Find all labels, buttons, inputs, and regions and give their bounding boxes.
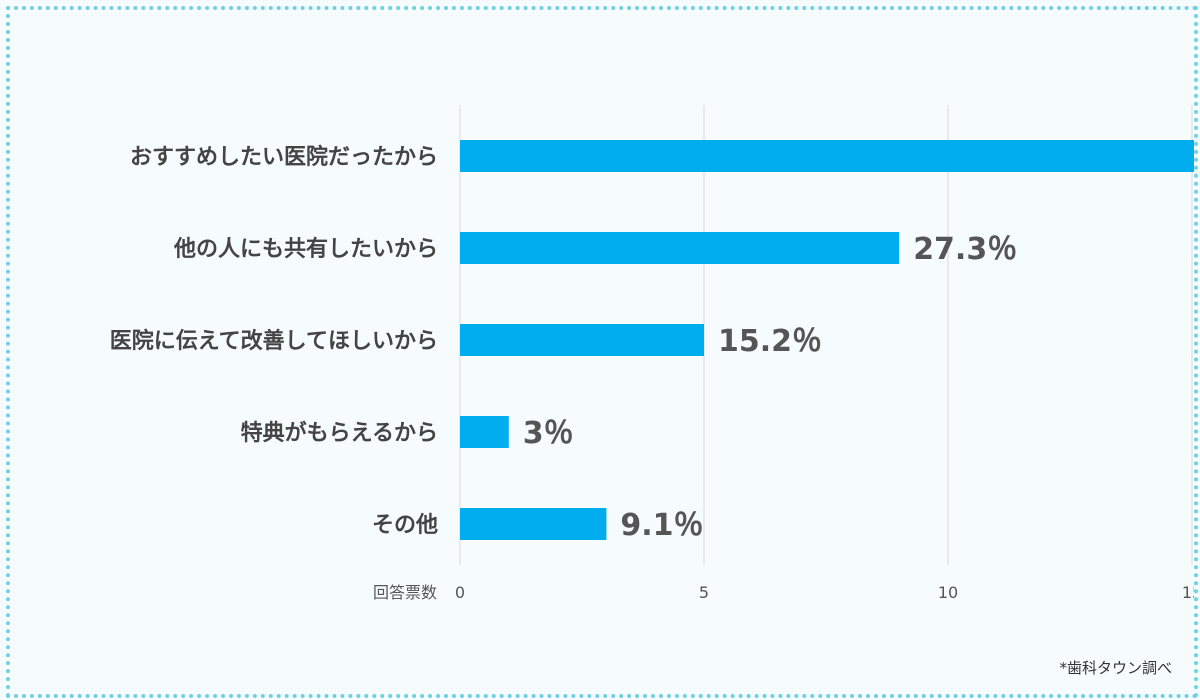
x-tick-label-5: 5 (699, 583, 709, 602)
category-label-4: 特典がもらえるから (241, 420, 438, 446)
bar-1 (460, 140, 1194, 172)
source-note: *歯科タウン調べ (1059, 659, 1172, 677)
chart-frame: おすすめしたい医院だったから他の人にも共有したいから医院に伝えて改善してほしいか… (6, 6, 1198, 698)
bar-4 (460, 416, 509, 448)
x-tick-labels: 0510152025 (455, 583, 1194, 602)
x-axis-title: 回答票数 (373, 583, 437, 602)
category-label-5: その他 (372, 513, 438, 538)
value-label-5: 9.1％ (620, 508, 703, 543)
bar-chart: おすすめしたい医院だったから他の人にも共有したいから医院に伝えて改善してほしいか… (110, 105, 1194, 602)
category-label-1: おすすめしたい医院だったから (130, 144, 438, 170)
bar-2 (460, 232, 900, 264)
bars (460, 140, 1194, 540)
category-labels: おすすめしたい医院だったから他の人にも共有したいから医院に伝えて改善してほしいか… (110, 144, 438, 538)
value-label-3: 15.2％ (718, 324, 822, 359)
value-labels: 66.7％27.3％15.2％3％9.1％ (523, 232, 1017, 543)
x-tick-label-10: 10 (938, 583, 958, 602)
bar-5 (460, 508, 607, 540)
value-label-2: 27.3％ (913, 232, 1017, 267)
x-tick-label-0: 0 (455, 583, 465, 602)
category-label-3: 医院に伝えて改善してほしいから (110, 328, 438, 354)
value-label-4: 3％ (523, 416, 574, 451)
category-label-2: 他の人にも共有したいから (173, 236, 438, 262)
x-tick-label-15: 15 (1182, 583, 1194, 602)
bar-3 (460, 324, 704, 356)
